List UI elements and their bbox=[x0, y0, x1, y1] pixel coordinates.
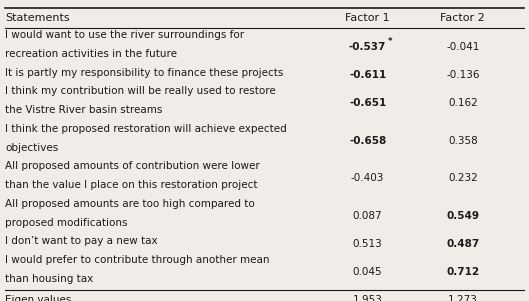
Text: 0.232: 0.232 bbox=[448, 173, 478, 183]
Text: the Vistre River basin streams: the Vistre River basin streams bbox=[5, 105, 162, 115]
Text: 0.487: 0.487 bbox=[446, 239, 479, 249]
Text: Statements: Statements bbox=[5, 13, 70, 23]
Text: 0.162: 0.162 bbox=[448, 98, 478, 108]
Text: All proposed amounts of contribution were lower: All proposed amounts of contribution wer… bbox=[5, 161, 260, 172]
Text: 0.045: 0.045 bbox=[353, 267, 382, 277]
Text: 0.358: 0.358 bbox=[448, 135, 478, 146]
Text: 1.953: 1.953 bbox=[353, 295, 382, 301]
Text: It is partly my responsibility to finance these projects: It is partly my responsibility to financ… bbox=[5, 68, 284, 78]
Text: -0.403: -0.403 bbox=[351, 173, 385, 183]
Text: -0.611: -0.611 bbox=[349, 70, 386, 80]
Text: 0.087: 0.087 bbox=[353, 210, 382, 221]
Text: -0.658: -0.658 bbox=[349, 135, 386, 146]
Text: than the value I place on this restoration project: than the value I place on this restorati… bbox=[5, 180, 258, 190]
Text: Eigen values: Eigen values bbox=[5, 295, 71, 301]
Text: *: * bbox=[388, 37, 393, 46]
Text: proposed modifications: proposed modifications bbox=[5, 218, 128, 228]
Text: than housing tax: than housing tax bbox=[5, 274, 94, 284]
Text: recreation activities in the future: recreation activities in the future bbox=[5, 49, 177, 59]
Text: -0.136: -0.136 bbox=[446, 70, 480, 80]
Text: I don’t want to pay a new tax: I don’t want to pay a new tax bbox=[5, 236, 158, 247]
Text: Factor 2: Factor 2 bbox=[441, 13, 485, 23]
Text: I would prefer to contribute through another mean: I would prefer to contribute through ano… bbox=[5, 255, 270, 265]
Text: 0.712: 0.712 bbox=[446, 267, 479, 277]
Text: objectives: objectives bbox=[5, 143, 59, 153]
Text: 0.549: 0.549 bbox=[446, 210, 479, 221]
Text: I would want to use the river surroundings for: I would want to use the river surroundin… bbox=[5, 30, 244, 40]
Text: -0.651: -0.651 bbox=[349, 98, 386, 108]
Text: All proposed amounts are too high compared to: All proposed amounts are too high compar… bbox=[5, 199, 255, 209]
Text: 1.273: 1.273 bbox=[448, 295, 478, 301]
Text: I think the proposed restoration will achieve expected: I think the proposed restoration will ac… bbox=[5, 124, 287, 134]
Text: 0.513: 0.513 bbox=[353, 239, 382, 249]
Text: Factor 1: Factor 1 bbox=[345, 13, 390, 23]
Text: -0.537: -0.537 bbox=[349, 42, 386, 52]
Text: I think my contribution will be really used to restore: I think my contribution will be really u… bbox=[5, 86, 276, 96]
Text: -0.041: -0.041 bbox=[446, 42, 480, 52]
